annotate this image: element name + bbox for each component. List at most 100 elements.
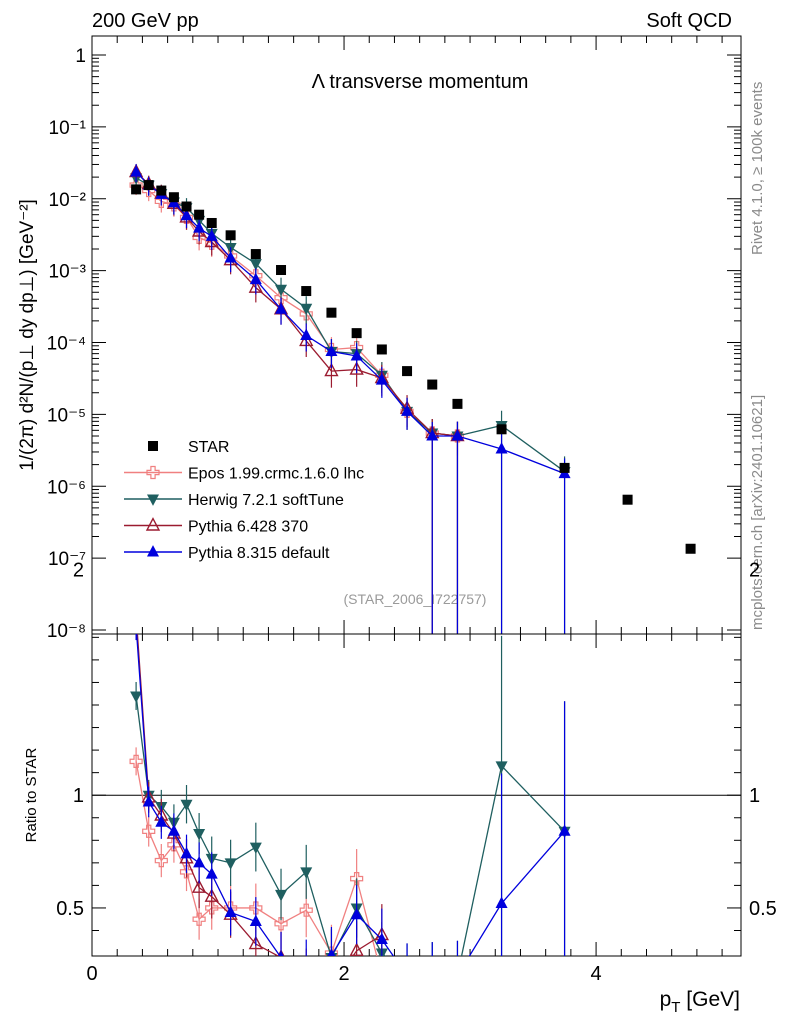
ratio-point-pythia6	[191, 879, 207, 893]
ratio-point-epos	[179, 865, 194, 879]
point-star	[131, 184, 142, 195]
main-y-axis: 1 10⁻¹ 10⁻² 10⁻³ 10⁻⁴ 10⁻⁵ 10⁻⁶ 10⁻⁷ 10⁻⁸	[47, 46, 741, 642]
ratio-point-pythia8	[327, 948, 336, 956]
point-star	[250, 249, 261, 260]
ratio-point-epos	[350, 872, 364, 886]
ratio-point-pythia8	[155, 815, 168, 827]
point-pythia8	[350, 349, 363, 361]
point-pythia8	[130, 165, 143, 177]
point-pythia8	[249, 272, 262, 285]
point-star	[685, 543, 696, 554]
x-tick-label: 4	[591, 963, 602, 985]
legend-label-epos: Epos 1.99.crmc.1.6.0 lhc	[188, 466, 364, 483]
series-pythia8	[130, 164, 571, 634]
ratio-point-epos	[205, 901, 219, 915]
point-pythia8	[325, 344, 338, 356]
point-pythia6	[324, 362, 339, 377]
ratio-point-herwig	[180, 799, 193, 812]
ratio-point-herwig	[130, 691, 143, 703]
ratio-line-pythia8	[136, 634, 566, 956]
ratio-point-pythia8	[130, 619, 142, 630]
main-y-tick-label: 10⁻⁴	[47, 334, 86, 355]
ratio-point-herwig	[193, 829, 206, 841]
point-epos	[205, 236, 219, 250]
point-pythia8	[180, 208, 193, 221]
point-epos	[154, 194, 168, 208]
point-star	[427, 379, 438, 390]
point-star	[496, 424, 507, 435]
ratio-y-axis: 0.5 0.5 1 1 2 2	[56, 560, 777, 931]
ratio-point-pythia8	[193, 855, 206, 868]
ratio-x-axis: 0 2 4	[86, 634, 723, 985]
point-epos	[274, 291, 288, 305]
legend-label-star: STAR	[188, 439, 229, 456]
ratio-point-epos	[154, 853, 168, 868]
point-star	[156, 185, 167, 196]
ratio-y-tick-label-right: 1	[749, 785, 760, 807]
point-pythia8	[300, 328, 313, 341]
main-x-ticks	[91, 36, 723, 634]
ratio-point-herwig	[401, 971, 413, 982]
ratio-point-pythia8	[278, 950, 284, 956]
ratio-point-pythia8	[300, 960, 312, 971]
ratio-series-pythia8	[130, 619, 571, 980]
ratio-y-tick-label-right: 0.5	[749, 898, 777, 920]
ratio-point-epos	[299, 903, 313, 917]
point-star	[301, 286, 312, 297]
ratio-point-pythia8	[142, 795, 155, 807]
watermark: (STAR_2006_I722757)	[344, 591, 487, 607]
header-right: Soft QCD	[646, 10, 732, 32]
ratio-point-epos	[167, 838, 181, 852]
main-y-tick-label: 10⁻⁶	[47, 477, 86, 498]
point-star	[351, 328, 362, 339]
point-pythia8	[426, 429, 439, 441]
ratio-y-tick-label: 2	[73, 560, 84, 582]
main-y-tick-label: 10⁻¹	[49, 118, 87, 139]
point-star	[181, 201, 192, 212]
ratio-point-epos	[249, 901, 263, 915]
main-y-tick-label: 10⁻²	[49, 190, 87, 211]
ratio-point-epos	[129, 754, 143, 768]
mcplots-label: mcplots.cern.ch [arXiv:2401.10621]	[749, 395, 766, 630]
point-pythia6	[349, 361, 364, 375]
point-star	[194, 209, 205, 220]
ratio-y-tick-label: 0.5	[56, 898, 84, 920]
ratio-series	[129, 608, 571, 991]
point-star	[376, 344, 387, 355]
ratio-point-pythia6	[300, 969, 312, 980]
ratio-point-pythia8	[224, 905, 237, 917]
ratio-point-pythia6	[248, 935, 263, 950]
main-y-tick-label: 10⁻³	[49, 262, 87, 283]
ratio-point-pythia8	[350, 907, 363, 920]
legend-marker-pythia6	[145, 517, 161, 531]
legend: STAR Epos 1.99.crmc.1.6.0 lhc Herwig 7.2.1…	[124, 439, 364, 562]
ratio-point-pythia6	[325, 980, 337, 991]
point-herwig	[249, 259, 262, 271]
ratio-point-epos	[376, 970, 388, 982]
x-tick-label: 0	[86, 963, 97, 985]
ratio-point-herwig	[249, 842, 262, 854]
ratio-point-pythia8	[249, 914, 262, 926]
ratio-y-tick-label: 1	[73, 785, 84, 807]
ratio-point-pythia8	[451, 969, 463, 980]
main-y-tick-label: 10⁻⁷	[48, 549, 86, 570]
x-axis-label: pT [GeV]	[660, 988, 740, 1016]
ratio-point-pythia6	[130, 608, 142, 619]
ratio-line-pythia6	[136, 634, 383, 956]
ratio-point-pythia8	[426, 969, 438, 980]
ratio-point-herwig	[426, 971, 438, 982]
series-star	[131, 180, 696, 554]
point-pythia8	[205, 229, 218, 241]
legend-label-herwig: Herwig 7.2.1 softTune	[188, 492, 344, 509]
series-pythia6	[128, 163, 465, 634]
ratio-point-herwig	[451, 971, 463, 982]
point-star	[452, 398, 463, 409]
point-pythia8	[224, 251, 237, 263]
ratio-point-herwig	[300, 867, 313, 879]
point-pythia8	[495, 442, 508, 454]
legend-label-pythia6: Pythia 6.428 370	[188, 519, 308, 536]
legend-marker-herwig	[147, 494, 159, 506]
ratio-point-pythia6	[349, 942, 364, 956]
main-y-tick-label: 10⁻⁸	[47, 621, 86, 642]
